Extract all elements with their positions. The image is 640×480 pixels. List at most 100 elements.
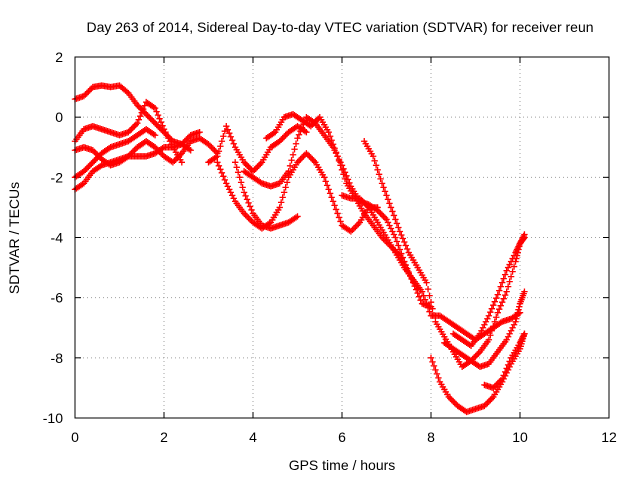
data-point: [513, 312, 521, 319]
data-point: [218, 169, 226, 177]
data-point: [387, 204, 395, 211]
series-arc-12: [361, 138, 528, 371]
data-point: [157, 118, 165, 126]
y-tick-label: -4: [51, 230, 64, 246]
data-point: [340, 171, 347, 178]
data-point: [506, 330, 513, 337]
data-point: [501, 291, 509, 299]
data-point: [163, 132, 171, 139]
data-point: [227, 133, 234, 140]
data-point: [494, 309, 501, 316]
data-point: [380, 184, 387, 191]
data-point: [510, 263, 518, 270]
data-point: [510, 252, 518, 259]
data-point: [387, 225, 395, 232]
data-point: [510, 321, 518, 328]
data-point: [424, 304, 432, 311]
data-point: [298, 124, 306, 131]
data-point: [270, 130, 277, 137]
data-point: [466, 341, 473, 348]
series-arc-5: [71, 126, 159, 181]
x-tick-label: 4: [249, 429, 257, 445]
data-point: [423, 300, 430, 307]
data-point: [476, 330, 484, 337]
data-point: [386, 200, 393, 207]
y-tick-label: 2: [55, 49, 63, 65]
data-point: [283, 179, 291, 186]
data-point: [404, 245, 411, 253]
data-point: [137, 112, 144, 120]
data-point: [150, 103, 157, 111]
data-point: [493, 294, 500, 302]
data-point: [240, 189, 248, 196]
data-point: [504, 283, 512, 290]
data-point: [276, 204, 283, 211]
data-point: [393, 220, 401, 227]
data-point: [521, 234, 528, 241]
data-point: [215, 148, 223, 155]
data-point: [282, 184, 289, 191]
data-point: [151, 104, 159, 112]
data-point: [159, 145, 166, 152]
data-point: [503, 288, 510, 295]
data-point: [329, 141, 337, 148]
data-point: [427, 298, 435, 306]
axis-ticks: 0 2 4 6 8 10 12 -10 -8 -6 -4 -2 0 2: [43, 49, 617, 445]
data-point: [297, 128, 304, 135]
x-tick-label: 6: [338, 429, 346, 445]
data-point: [326, 190, 334, 197]
series-arc-8: [232, 159, 301, 232]
data-point: [432, 366, 439, 374]
data-point: [499, 298, 506, 306]
data-point: [515, 306, 522, 313]
data-point: [429, 358, 436, 366]
data-point: [234, 169, 242, 176]
data-point: [322, 178, 329, 185]
data-point: [427, 354, 435, 362]
data-point: [485, 336, 493, 343]
data-point: [285, 168, 292, 175]
data-point: [429, 305, 436, 312]
data-point: [292, 214, 300, 221]
data-point: [289, 151, 297, 158]
data-point: [390, 212, 398, 219]
data-point: [246, 203, 254, 210]
data-point: [514, 309, 521, 316]
data-point: [341, 175, 349, 183]
data-point: [294, 213, 301, 220]
data-point: [479, 324, 487, 331]
data-point: [236, 174, 243, 181]
data-points: [71, 82, 528, 416]
data-point: [328, 137, 335, 144]
data-point: [295, 131, 303, 138]
y-tick-label: -2: [51, 169, 64, 185]
data-point: [490, 323, 497, 330]
series-arc-15: [481, 330, 528, 392]
data-point: [386, 222, 393, 229]
data-point: [395, 224, 402, 231]
chart-title: Day 263 of 2014, Sidereal Day-to-day VTE…: [86, 19, 593, 35]
data-point: [369, 153, 377, 160]
data-point: [516, 303, 523, 310]
data-point: [393, 238, 401, 245]
plot-frame: [74, 56, 610, 419]
data-point: [503, 365, 510, 372]
series-arc-6: [205, 122, 310, 175]
data-point: [426, 308, 433, 315]
data-point: [338, 166, 346, 174]
data-point: [435, 374, 442, 382]
data-point: [402, 242, 409, 249]
x-tick-label: 2: [160, 429, 168, 445]
data-point: [384, 196, 392, 203]
data-point: [331, 145, 338, 152]
data-point: [337, 162, 344, 169]
data-point: [303, 129, 310, 136]
series-arc-16: [450, 234, 528, 349]
data-point: [497, 283, 504, 290]
data-point: [230, 195, 237, 202]
data-point: [500, 275, 507, 282]
data-point: [381, 188, 389, 195]
data-point: [501, 271, 509, 278]
y-axis-label: SDTVAR / TECUs: [6, 182, 22, 294]
